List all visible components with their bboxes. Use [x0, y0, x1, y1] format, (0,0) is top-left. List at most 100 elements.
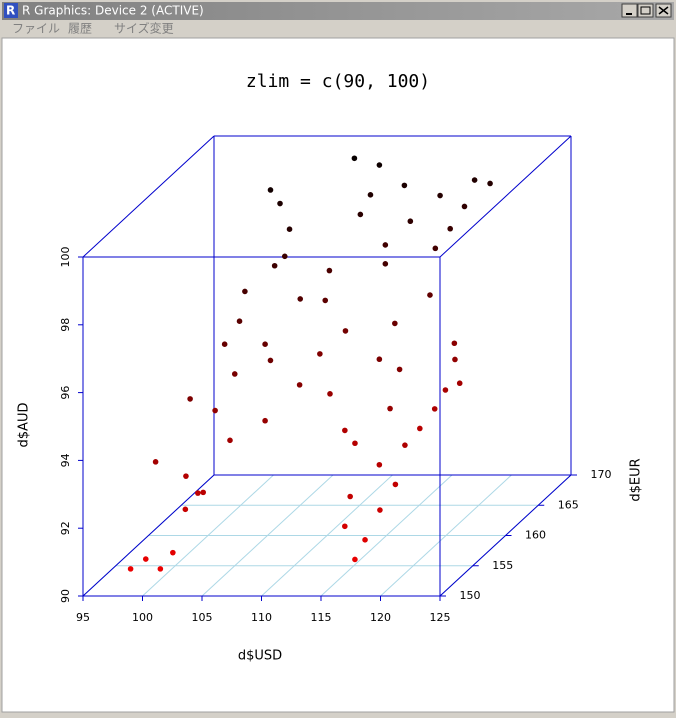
point: [142, 556, 149, 562]
point: [277, 200, 283, 207]
maximize-icon: [640, 6, 651, 15]
point: [461, 203, 468, 210]
point: [342, 523, 348, 530]
y-tick-label: 160: [525, 529, 546, 542]
grid-line: [380, 474, 512, 597]
x-tick-label: 110: [251, 611, 272, 624]
point: [382, 242, 389, 248]
z-tick-label: 92: [59, 521, 72, 535]
point: [392, 481, 399, 488]
y-tick-label: 170: [591, 468, 612, 481]
y-tick-label: 165: [558, 498, 579, 511]
maximize-button[interactable]: [637, 3, 654, 18]
point: [221, 341, 228, 348]
z-axis-title: d$AUD: [17, 403, 32, 448]
grid-line: [201, 474, 334, 597]
point: [297, 296, 304, 302]
point: [212, 407, 218, 414]
point: [377, 507, 383, 513]
point: [262, 417, 268, 424]
z-tick-label: 98: [59, 318, 72, 332]
point: [376, 162, 383, 168]
point: [231, 371, 238, 377]
point: [452, 356, 458, 363]
point: [402, 442, 408, 448]
z-tick-label: 90: [59, 589, 72, 603]
title-bar: [2, 2, 674, 20]
point: [152, 459, 159, 465]
x-tick-label: 125: [430, 611, 451, 624]
window-controls: [621, 3, 672, 18]
y-tick-label: 150: [460, 589, 481, 602]
point: [127, 566, 134, 572]
grid-line: [320, 474, 453, 597]
point: [451, 340, 458, 347]
box-edge: [439, 135, 572, 258]
y-tick-label: 155: [492, 559, 513, 572]
point: [195, 490, 201, 496]
point: [322, 297, 329, 304]
point: [442, 387, 449, 393]
point: [362, 537, 368, 543]
point: [271, 262, 278, 269]
box-edge: [82, 474, 215, 597]
grid-line: [261, 474, 393, 597]
point: [382, 261, 389, 267]
x-tick-label: 95: [76, 611, 90, 624]
point: [327, 391, 333, 397]
app-icon: [4, 3, 18, 18]
point: [267, 187, 274, 193]
plot-area: [1, 37, 675, 713]
point: [376, 356, 383, 363]
y-axis-title: d$EUR: [629, 458, 644, 501]
point: [317, 351, 323, 357]
chart-title: zlim = c(90, 100): [246, 71, 430, 92]
point: [471, 177, 478, 183]
point: [170, 549, 176, 556]
point: [427, 292, 433, 298]
point: [236, 318, 243, 325]
point: [242, 288, 248, 295]
point: [487, 180, 493, 187]
point: [407, 218, 414, 225]
point: [401, 182, 408, 189]
grid-line: [142, 474, 274, 597]
menu-item[interactable]: ファイル: [12, 22, 60, 36]
point: [157, 566, 164, 572]
point: [352, 556, 358, 563]
point: [267, 357, 274, 364]
point: [281, 253, 288, 260]
point: [227, 437, 233, 444]
point: [357, 211, 364, 218]
point: [342, 427, 348, 434]
point: [367, 192, 374, 198]
x-tick-label: 105: [192, 611, 213, 624]
point: [183, 473, 189, 479]
point: [286, 226, 293, 232]
x-tick-label: 100: [132, 611, 153, 624]
point: [262, 341, 268, 348]
point: [392, 320, 398, 327]
point: [296, 382, 303, 388]
app-icon-letter: R: [6, 4, 15, 18]
menu-item[interactable]: サイズ変更: [114, 21, 174, 36]
menu-bar: ファイル 履歴 サイズ変更: [12, 21, 174, 36]
z-tick-label: 100: [59, 247, 72, 268]
point: [182, 506, 189, 513]
close-icon: [658, 6, 669, 15]
window-title: R Graphics: Device 2 (ACTIVE): [22, 4, 204, 18]
box-edge: [82, 135, 215, 258]
z-tick-label: 96: [59, 386, 72, 400]
point: [437, 192, 443, 199]
x-tick-label: 120: [370, 611, 391, 624]
minimize-button[interactable]: [621, 3, 638, 18]
point: [376, 461, 383, 468]
point: [347, 493, 353, 500]
menu-item[interactable]: 履歴: [68, 22, 92, 36]
point: [351, 155, 358, 162]
x-tick-label: 115: [311, 611, 332, 624]
point: [447, 225, 454, 232]
z-tick-label: 94: [59, 453, 72, 467]
point: [187, 396, 193, 402]
